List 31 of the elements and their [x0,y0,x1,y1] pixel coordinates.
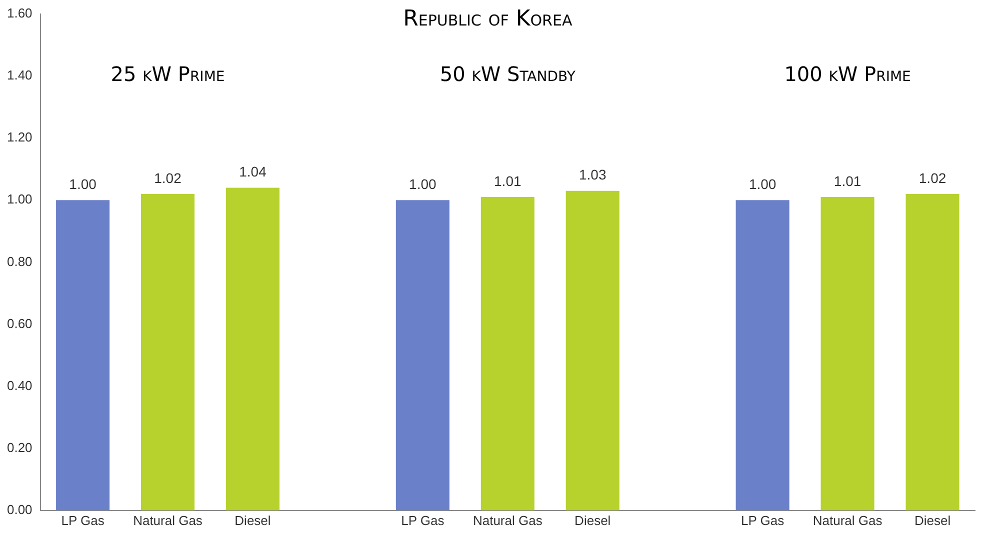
data-label: 1.00 [748,176,776,192]
annotation: 50 kW Standby [440,62,576,86]
data-label: 1.00 [69,176,97,192]
y-tick-label: 0.20 [6,440,32,455]
data-label: 1.04 [239,164,267,180]
x-tick-label: LP Gas [741,512,785,528]
x-tick-label: Natural Gas [812,512,883,528]
annotation: 100 kW Prime [784,62,911,86]
y-tick-label: 1.20 [6,130,32,145]
y-tick-label: 0.60 [6,316,32,331]
x-tick-label: LP Gas [401,512,445,528]
chart-title: Republic of Korea [403,6,573,32]
annotation: 25 kW Prime [110,62,225,86]
y-tick-label: 0.00 [6,502,32,517]
x-tick-label: Diesel [914,512,951,528]
y-tick-label: 1.60 [6,6,32,21]
y-tick-label: 0.40 [6,378,32,393]
x-tick-label: Natural Gas [133,512,203,528]
x-tick-label: Diesel [574,512,611,528]
y-tick-label: 0.80 [6,254,32,269]
data-label: 1.02 [918,170,946,186]
x-tick-label: Natural Gas [472,512,543,528]
data-label: 1.02 [154,170,182,186]
x-tick-label: Diesel [234,512,271,528]
y-tick-label: 1.00 [6,192,32,207]
data-label: 1.00 [409,176,437,192]
y-tick-label: 1.40 [6,68,32,83]
data-label: 1.01 [834,172,862,189]
data-label: 1.01 [494,172,522,189]
data-label: 1.03 [579,166,606,183]
x-tick-label: LP Gas [61,512,105,528]
